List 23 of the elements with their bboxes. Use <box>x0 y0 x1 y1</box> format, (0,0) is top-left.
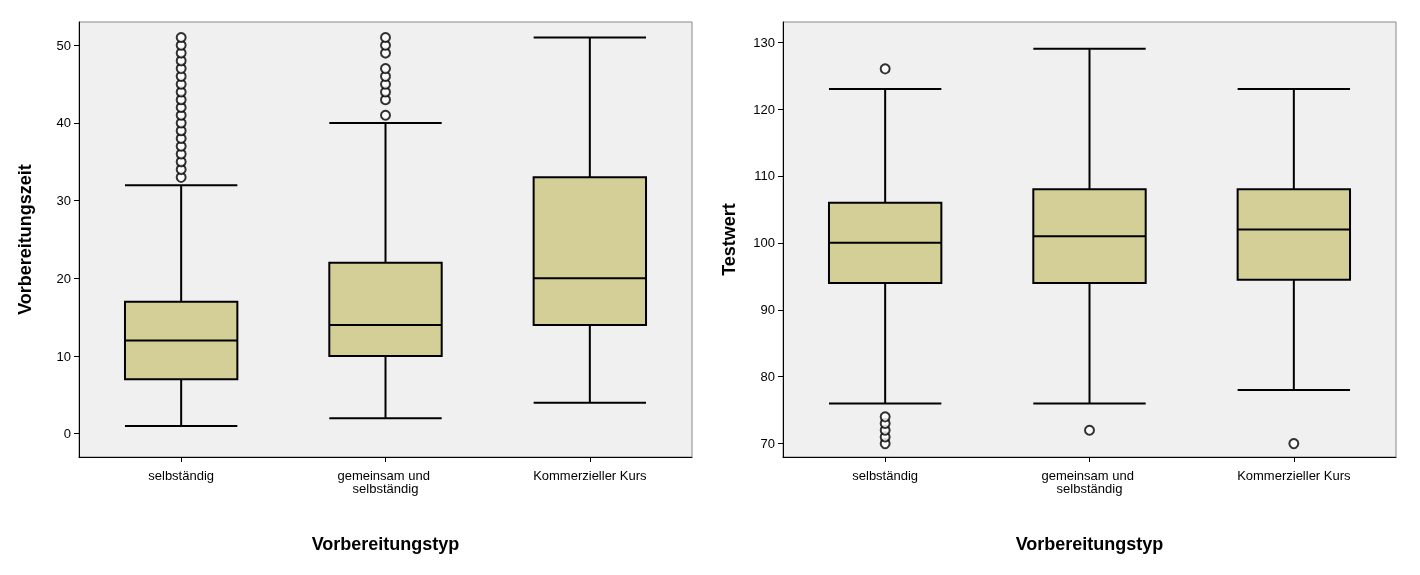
y-tick-label: 20 <box>56 270 71 286</box>
y-tick-label: 90 <box>760 302 775 318</box>
x-tick-label: Kommerzieller Kurs <box>533 468 648 483</box>
y-tick-label: 80 <box>760 369 775 385</box>
y-tick-label: 130 <box>753 34 775 50</box>
x-tick-label: gemeinsam und selbständig <box>337 468 434 496</box>
x-tick-label: gemeinsam und selbständig <box>1041 468 1138 496</box>
x-tick-label: selbständig <box>852 468 919 483</box>
y-tick-label: 70 <box>760 436 775 452</box>
y-tick-label: 110 <box>754 168 775 184</box>
y-tick-label: 0 <box>63 426 71 442</box>
y-tick-label: 40 <box>56 115 71 131</box>
y-tick-label: 30 <box>56 193 71 209</box>
y-tick-label: 50 <box>56 37 71 53</box>
y-tick-label: 100 <box>753 235 775 251</box>
x-tick-label: Kommerzieller Kurs <box>1237 468 1352 483</box>
y-axis-title: Testwert <box>719 203 739 276</box>
x-axis-title: Vorbereitungstyp <box>1015 534 1164 554</box>
y-tick-label: 10 <box>56 348 71 364</box>
y-tick-label: 120 <box>753 101 775 117</box>
x-tick-label: selbständig <box>148 468 215 483</box>
y-axis-title: Vorbereitungszeit <box>15 164 35 315</box>
x-axis-title: Vorbereitungstyp <box>311 534 460 554</box>
